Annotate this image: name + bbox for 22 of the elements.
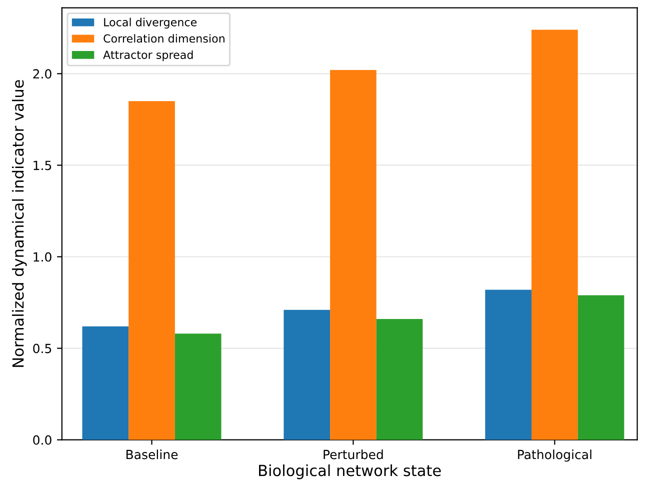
y-tick-label: 2.0 bbox=[33, 69, 52, 79]
legend-label: Local divergence bbox=[104, 18, 197, 29]
y-axis-title: Normalized dynamical indicator value bbox=[12, 80, 27, 367]
y-tick-label: 0.5 bbox=[33, 344, 52, 354]
x-tick-label: Perturbed bbox=[324, 450, 383, 460]
bar bbox=[284, 310, 330, 440]
bar bbox=[330, 70, 376, 440]
bar bbox=[485, 290, 532, 440]
bar bbox=[174, 334, 222, 440]
y-tick-label: 1.5 bbox=[34, 160, 52, 170]
legend-label: Correlation dimension bbox=[104, 34, 224, 43]
legend-label: Attractor spread bbox=[103, 50, 193, 62]
y-tick-label: 1.0 bbox=[34, 252, 52, 262]
bar bbox=[578, 295, 624, 440]
bar bbox=[532, 30, 578, 440]
bar bbox=[128, 101, 175, 440]
y-tick-label: 0.0 bbox=[33, 435, 52, 445]
x-tick-label: Pathological bbox=[518, 450, 592, 462]
bar bbox=[82, 326, 129, 440]
x-axis-title: Biological network state bbox=[259, 464, 441, 480]
bar bbox=[376, 319, 423, 440]
x-tick-label: Baseline bbox=[126, 450, 178, 460]
